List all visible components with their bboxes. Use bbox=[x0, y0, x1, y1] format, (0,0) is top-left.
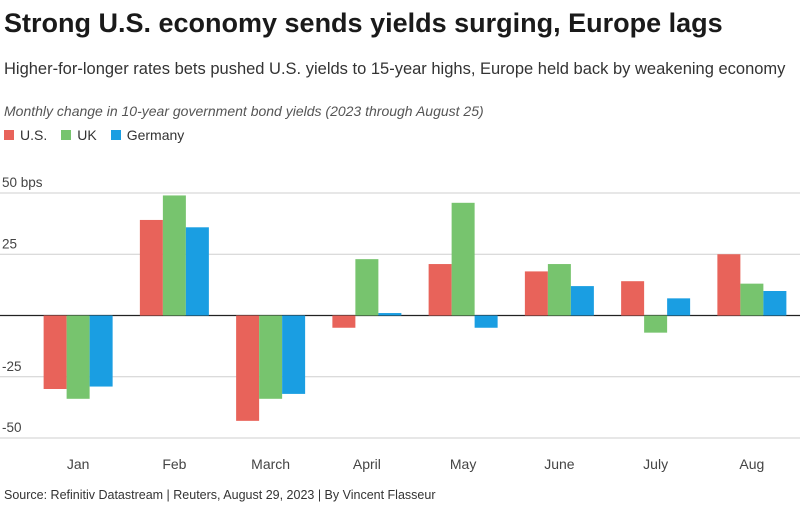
bar bbox=[451, 202, 475, 316]
x-tick-label: Jan bbox=[67, 456, 90, 472]
x-tick-label: May bbox=[450, 456, 476, 472]
chart-subtitle: Higher-for-longer rates bets pushed U.S.… bbox=[4, 60, 786, 78]
bar bbox=[355, 259, 379, 316]
chart-note: Monthly change in 10-year government bon… bbox=[4, 103, 484, 119]
bar bbox=[66, 315, 90, 399]
legend-item-uk: UK bbox=[61, 127, 97, 143]
bar bbox=[547, 264, 571, 316]
x-tick-label: July bbox=[643, 456, 668, 472]
bar bbox=[185, 227, 209, 316]
bar bbox=[332, 315, 356, 328]
x-tick-label: March bbox=[251, 456, 290, 472]
bar bbox=[139, 219, 163, 316]
bar bbox=[524, 271, 548, 316]
bar bbox=[282, 315, 306, 394]
chart-title: Strong U.S. economy sends yields surging… bbox=[4, 8, 723, 38]
legend-item-us: U.S. bbox=[4, 127, 47, 143]
bar bbox=[763, 291, 787, 316]
bar bbox=[474, 315, 498, 328]
y-tick-label: 25 bbox=[2, 236, 17, 251]
x-tick-label: June bbox=[544, 456, 575, 472]
bar bbox=[89, 315, 113, 387]
bar bbox=[162, 195, 186, 316]
bar bbox=[259, 315, 283, 399]
legend-swatch-uk bbox=[61, 130, 72, 140]
bar bbox=[236, 315, 260, 421]
bar bbox=[740, 283, 764, 316]
source-credit: Source: Refinitiv Datastream | Reuters, … bbox=[4, 488, 436, 502]
bar bbox=[43, 315, 67, 389]
y-tick-label: -25 bbox=[2, 359, 22, 374]
legend-swatch-us bbox=[4, 130, 14, 140]
legend-label-us: U.S. bbox=[20, 127, 48, 143]
x-tick-label: April bbox=[353, 456, 381, 472]
legend: U.S. UK Germany bbox=[4, 127, 198, 143]
y-tick-label: -50 bbox=[2, 420, 22, 435]
bar bbox=[570, 286, 594, 316]
bar bbox=[428, 264, 452, 316]
bar bbox=[667, 298, 691, 316]
legend-item-germany: Germany bbox=[110, 127, 185, 143]
y-tick-label: 50 bps bbox=[2, 175, 43, 190]
bar bbox=[378, 313, 402, 316]
bar bbox=[621, 281, 645, 316]
legend-label-uk: UK bbox=[77, 127, 97, 143]
legend-swatch-germany bbox=[110, 130, 121, 140]
bar bbox=[644, 315, 668, 333]
bar bbox=[717, 254, 741, 316]
legend-label-germany: Germany bbox=[126, 127, 185, 143]
x-tick-label: Feb bbox=[162, 456, 186, 472]
x-tick-label: Aug bbox=[739, 456, 764, 472]
